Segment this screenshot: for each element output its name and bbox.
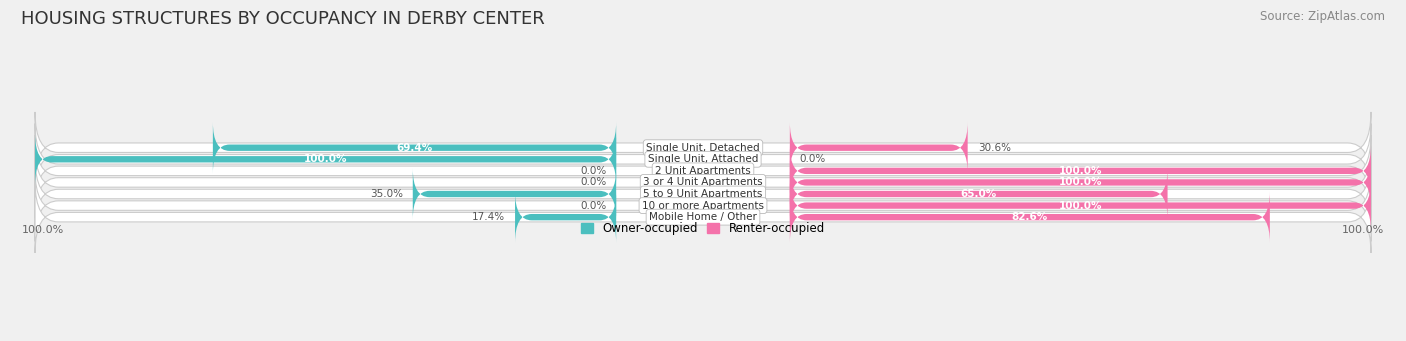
FancyBboxPatch shape bbox=[35, 181, 1371, 253]
Text: 2 Unit Apartments: 2 Unit Apartments bbox=[655, 166, 751, 176]
FancyBboxPatch shape bbox=[35, 147, 1371, 218]
FancyBboxPatch shape bbox=[212, 122, 616, 174]
Text: 10 or more Apartments: 10 or more Apartments bbox=[643, 201, 763, 211]
Text: 0.0%: 0.0% bbox=[579, 166, 606, 176]
Text: Mobile Home / Other: Mobile Home / Other bbox=[650, 212, 756, 222]
Text: Single Unit, Attached: Single Unit, Attached bbox=[648, 154, 758, 164]
Text: 65.0%: 65.0% bbox=[960, 189, 997, 199]
Text: 100.0%: 100.0% bbox=[1059, 166, 1102, 176]
Text: 0.0%: 0.0% bbox=[579, 201, 606, 211]
Text: 100.0%: 100.0% bbox=[304, 154, 347, 164]
FancyBboxPatch shape bbox=[790, 122, 967, 174]
Text: 5 to 9 Unit Apartments: 5 to 9 Unit Apartments bbox=[644, 189, 762, 199]
Text: 0.0%: 0.0% bbox=[579, 177, 606, 188]
FancyBboxPatch shape bbox=[35, 158, 1371, 230]
FancyBboxPatch shape bbox=[35, 170, 1371, 241]
Text: 69.4%: 69.4% bbox=[396, 143, 433, 153]
Text: Single Unit, Detached: Single Unit, Detached bbox=[647, 143, 759, 153]
FancyBboxPatch shape bbox=[515, 191, 616, 243]
Text: Source: ZipAtlas.com: Source: ZipAtlas.com bbox=[1260, 10, 1385, 23]
FancyBboxPatch shape bbox=[413, 168, 616, 220]
Text: 30.6%: 30.6% bbox=[977, 143, 1011, 153]
Legend: Owner-occupied, Renter-occupied: Owner-occupied, Renter-occupied bbox=[576, 218, 830, 240]
Text: 0.0%: 0.0% bbox=[800, 154, 827, 164]
FancyBboxPatch shape bbox=[35, 112, 1371, 183]
Text: 3 or 4 Unit Apartments: 3 or 4 Unit Apartments bbox=[643, 177, 763, 188]
Text: 82.6%: 82.6% bbox=[1012, 212, 1047, 222]
Text: 17.4%: 17.4% bbox=[472, 212, 505, 222]
Text: 100.0%: 100.0% bbox=[1059, 177, 1102, 188]
Text: 35.0%: 35.0% bbox=[370, 189, 402, 199]
FancyBboxPatch shape bbox=[35, 135, 1371, 207]
FancyBboxPatch shape bbox=[790, 191, 1270, 243]
FancyBboxPatch shape bbox=[790, 180, 1371, 231]
FancyBboxPatch shape bbox=[790, 157, 1371, 208]
Text: 100.0%: 100.0% bbox=[21, 225, 63, 236]
FancyBboxPatch shape bbox=[35, 134, 616, 185]
FancyBboxPatch shape bbox=[790, 168, 1167, 220]
Text: 100.0%: 100.0% bbox=[1343, 225, 1385, 236]
Text: 100.0%: 100.0% bbox=[1059, 201, 1102, 211]
Text: HOUSING STRUCTURES BY OCCUPANCY IN DERBY CENTER: HOUSING STRUCTURES BY OCCUPANCY IN DERBY… bbox=[21, 10, 546, 28]
FancyBboxPatch shape bbox=[35, 123, 1371, 195]
FancyBboxPatch shape bbox=[790, 145, 1371, 197]
